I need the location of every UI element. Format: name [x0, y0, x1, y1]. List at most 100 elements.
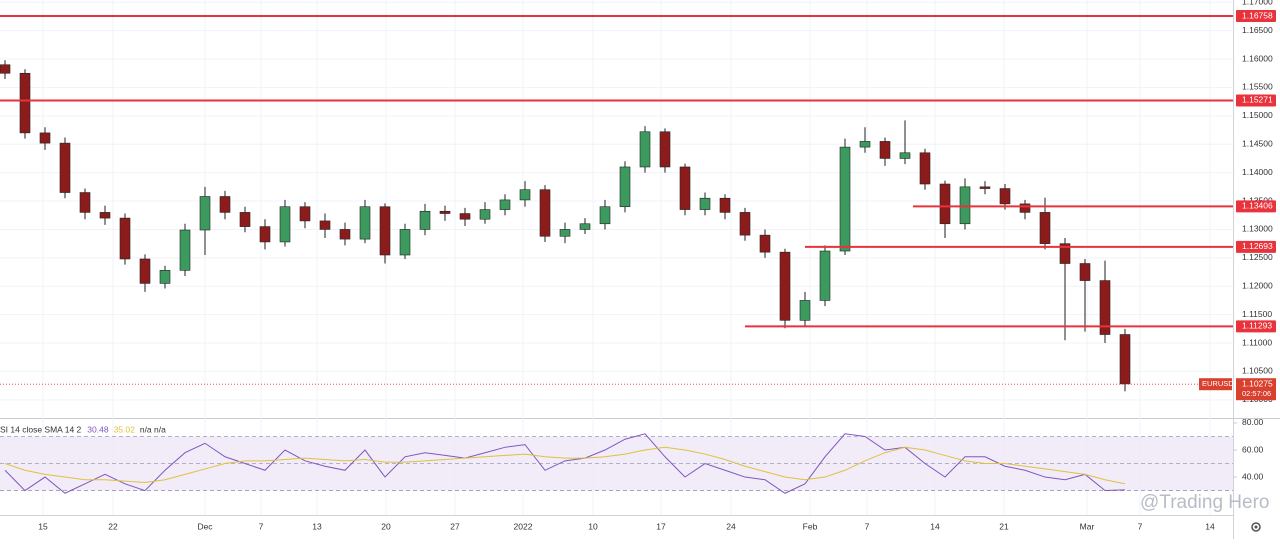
candle-body — [739, 212, 751, 236]
gear-center[interactable] — [1254, 525, 1258, 529]
candle-body — [339, 229, 351, 240]
level-label: 1.15271 — [1242, 95, 1273, 105]
candle-body — [899, 152, 911, 159]
x-tick-label: 2022 — [514, 521, 533, 531]
candle-body — [1059, 243, 1071, 264]
candle-body — [19, 72, 31, 134]
rsi-tick-label: 80.00 — [1242, 417, 1264, 427]
candle-body — [799, 300, 811, 321]
candle-body — [139, 258, 151, 284]
candle-body — [0, 64, 11, 74]
candle-body — [779, 251, 791, 321]
level-label: 1.12693 — [1242, 241, 1273, 251]
price-label: 1.10275 — [1242, 378, 1273, 388]
candle-body — [999, 188, 1011, 205]
x-tick-label: 15 — [38, 521, 48, 531]
symbol-label: EURUSD — [1202, 379, 1234, 388]
candle-body — [1019, 203, 1031, 213]
y-tick-label: 1.15500 — [1242, 82, 1273, 92]
candle-body — [99, 212, 111, 219]
x-tick-label: Mar — [1080, 521, 1095, 531]
candle-body — [199, 196, 211, 231]
watermark: @Trading Hero — [1140, 492, 1269, 513]
x-tick-label: Dec — [197, 521, 213, 531]
candle-body — [939, 183, 951, 225]
x-tick-label: 22 — [108, 521, 118, 531]
candle-body — [499, 199, 511, 210]
settings-icon[interactable] — [1251, 522, 1261, 532]
level-label: 1.16758 — [1242, 10, 1273, 20]
x-tick-label: Feb — [803, 521, 818, 531]
level-tag — [1236, 320, 1276, 333]
candle-body — [239, 212, 251, 227]
candle-body — [119, 217, 131, 260]
candle-body — [39, 132, 51, 144]
x-tick-label: 21 — [999, 521, 1009, 531]
x-tick-label: 24 — [726, 521, 736, 531]
x-tick-label: 10 — [588, 521, 598, 531]
candle-body — [659, 131, 671, 168]
x-tick-label: 7 — [1138, 521, 1143, 531]
y-tick-label: 1.10500 — [1242, 366, 1273, 376]
level-tag — [1236, 240, 1276, 253]
x-tick-label: 7 — [259, 521, 264, 531]
candle-body — [579, 223, 591, 230]
x-tick-label: 14 — [1205, 521, 1215, 531]
candle-body — [159, 270, 171, 284]
candle-body — [979, 186, 991, 189]
candle-body — [219, 196, 231, 213]
candle-body — [59, 142, 71, 193]
candle-body — [519, 189, 531, 201]
candle-body — [759, 234, 771, 253]
level-tag — [1236, 94, 1276, 107]
candle-body — [859, 141, 871, 148]
level-label: 1.13406 — [1242, 201, 1273, 211]
level-tag — [1236, 200, 1276, 213]
candle-body — [679, 166, 691, 210]
rsi-tick-label: 60.00 — [1242, 444, 1264, 454]
candle-body — [559, 229, 571, 237]
candle-body — [839, 146, 851, 252]
candle-body — [79, 192, 91, 213]
candle-body — [259, 226, 271, 243]
level-label: 1.11293 — [1242, 321, 1272, 331]
candle-body — [459, 213, 471, 220]
candle-body — [379, 206, 391, 256]
x-tick-label: 27 — [450, 521, 460, 531]
gear[interactable] — [1251, 522, 1261, 532]
x-tick-label: 20 — [381, 521, 391, 531]
y-tick-label: 1.14000 — [1242, 167, 1273, 177]
candle-body — [399, 229, 411, 256]
candle-body — [299, 206, 311, 222]
y-tick-label: 1.16000 — [1242, 53, 1273, 63]
candle-body — [419, 210, 431, 230]
rsi-tick-label: 40.00 — [1242, 471, 1264, 481]
rsi-title: SI 14 close SMA 14 2 — [0, 424, 82, 434]
countdown: 02:57:06 — [1242, 389, 1271, 398]
rsi-value: 35.02 — [114, 424, 136, 434]
rsi-value: 30.48 — [87, 424, 109, 434]
candle-body — [639, 131, 651, 168]
candle-body — [879, 141, 891, 159]
x-tick-label: 17 — [656, 521, 666, 531]
x-tick-label: 7 — [865, 521, 870, 531]
rsi-line — [4, 446, 1126, 485]
candle-body — [1099, 280, 1111, 335]
candle-body — [619, 166, 631, 208]
rsi-trailing: n/a n/a — [140, 424, 166, 434]
y-tick-label: 1.13500 — [1242, 195, 1273, 205]
y-tick-label: 1.16500 — [1242, 25, 1273, 35]
candle-body — [179, 229, 191, 271]
price-tag — [1236, 378, 1276, 401]
candle-body — [479, 209, 491, 220]
candle-body — [959, 186, 971, 225]
grid — [0, 0, 1237, 515]
labels: 15 22 Dec 7 13 20 27 2022 10 17 24 Feb 7 14 21 Mar 7 14 1.… — [0, 0, 1276, 531]
candle-body — [439, 210, 451, 214]
candle-body — [1039, 212, 1051, 244]
candle-body — [599, 206, 611, 225]
x-tick-label: 14 — [930, 521, 940, 531]
y-tick-label: 1.13000 — [1242, 224, 1273, 234]
